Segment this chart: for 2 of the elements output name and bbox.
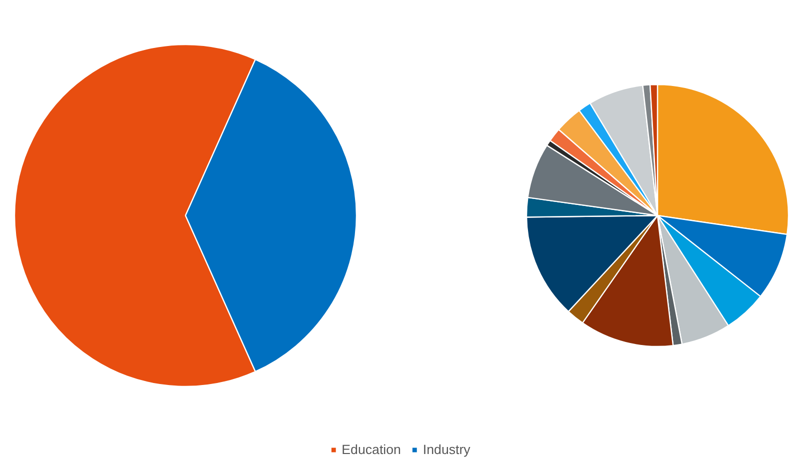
legend-label: Education (342, 442, 401, 457)
legend-label: Industry (422, 442, 470, 457)
